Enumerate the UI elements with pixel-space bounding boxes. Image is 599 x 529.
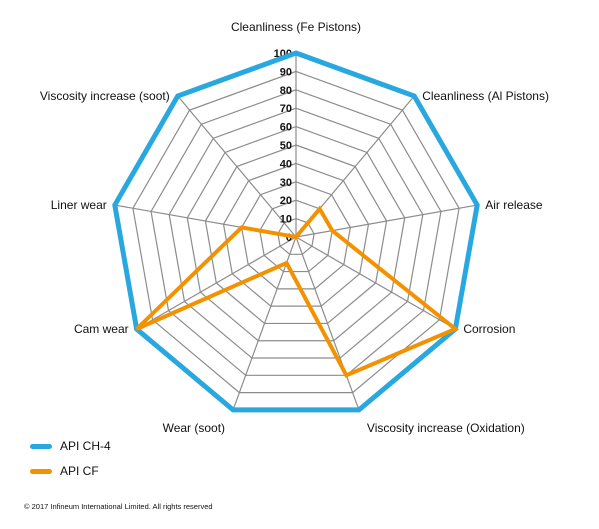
legend-swatch-api-ch-4: [30, 443, 52, 449]
tick-label-0: 0: [286, 232, 292, 244]
grid-ring-50: [204, 144, 388, 325]
copyright-notice: © 2017 Infineum International Limited. A…: [24, 502, 213, 511]
tick-label-90: 90: [280, 66, 292, 78]
axis-label-liner-wear: Liner wear: [51, 198, 107, 212]
spoke-air-release: [295, 204, 478, 238]
legend-label-api-ch-4: API CH-4: [60, 439, 111, 453]
axis-label-cleanliness-fe-pistons: Cleanliness (Fe Pistons): [231, 20, 361, 34]
grid-ring-80: [150, 89, 442, 376]
spoke-viscosity-increase-soot: [177, 95, 297, 238]
grid-ring-60: [186, 125, 406, 342]
grid-ring-40: [222, 162, 370, 307]
spoke-cam-wear: [136, 236, 297, 330]
tick-label-20: 20: [280, 195, 292, 207]
legend-item-api-ch-4: API CH-4: [30, 438, 111, 454]
tick-label-60: 60: [280, 122, 292, 134]
axis-label-air-release: Air release: [485, 198, 543, 212]
grid-ring-90: [132, 70, 460, 394]
tick-label-80: 80: [280, 85, 292, 97]
tick-label-30: 30: [280, 177, 292, 189]
grid-ring-30: [241, 181, 351, 290]
tick-label-10: 10: [280, 214, 292, 226]
axis-label-corrosion: Corrosion: [463, 322, 515, 336]
axis-labels: Cleanliness (Fe Pistons) Cleanliness (Al …: [40, 20, 549, 435]
legend-label-api-cf: API CF: [60, 464, 99, 478]
legend-swatch-api-cf: [30, 468, 52, 474]
legend-item-api-cf: API CF: [30, 463, 111, 479]
spoke-viscosity-increase-oxidation: [295, 236, 360, 411]
axis-label-viscosity-increase-oxidation: Viscosity increase (Oxidation): [367, 421, 525, 435]
spoke-corrosion: [295, 236, 456, 330]
grid-ring-10: [277, 217, 315, 255]
legend: API CH-4 API CF: [30, 438, 111, 488]
axis-label-viscosity-increase-soot: Viscosity increase (soot): [40, 89, 170, 103]
axis-label-cleanliness-al-pistons: Cleanliness (Al Pistons): [422, 89, 549, 103]
spoke-wear-soot: [232, 236, 297, 411]
tick-label-40: 40: [280, 158, 292, 170]
axis-label-cam-wear: Cam wear: [74, 322, 129, 336]
series-api-ch-4: [112, 50, 480, 413]
data-series: [112, 50, 480, 413]
axis-label-wear-soot: Wear (soot): [163, 421, 225, 435]
grid-ring-70: [168, 107, 424, 359]
tick-label-50: 50: [280, 140, 292, 152]
tick-label-70: 70: [280, 103, 292, 115]
